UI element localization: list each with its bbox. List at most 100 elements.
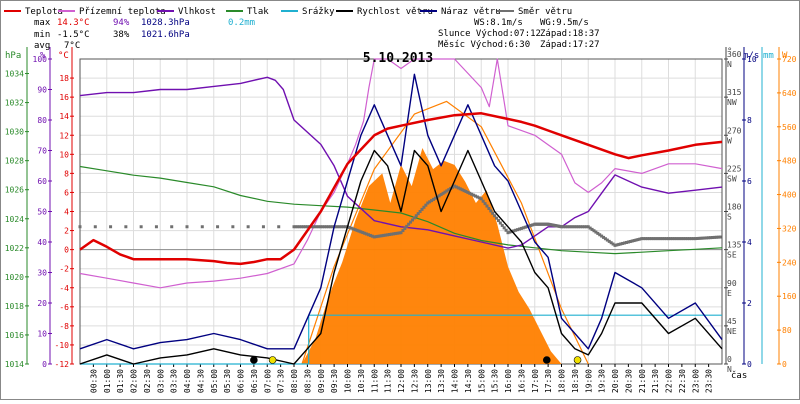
series-point-smer-vetru xyxy=(292,225,296,229)
series-point-smer-vetru xyxy=(592,229,596,233)
series-point-smer-vetru xyxy=(378,234,382,238)
series-point-smer-vetru xyxy=(418,210,422,213)
series-point-smer-vetru xyxy=(676,237,680,241)
series-point-smer-vetru xyxy=(357,229,361,233)
series-point-smer-vetru xyxy=(216,225,220,229)
legend-label-4: Srážky xyxy=(302,7,335,17)
series-point-smer-vetru xyxy=(412,216,416,220)
temperature-tick-label: 8 xyxy=(64,169,69,178)
series-point-smer-vetru xyxy=(403,226,407,230)
series-point-smer-vetru xyxy=(355,228,359,232)
series-point-smer-vetru xyxy=(374,235,378,239)
series-point-smer-vetru xyxy=(527,224,531,228)
series-point-smer-vetru xyxy=(433,196,437,200)
pressure-tick-label: 1018 xyxy=(5,302,24,311)
stats-row-max-rain: 0.2mm xyxy=(228,18,255,28)
series-point-smer-vetru xyxy=(611,242,615,246)
series-area-slunecni-zareni xyxy=(80,148,722,364)
series-point-smer-vetru xyxy=(651,237,655,241)
series-point-smer-vetru xyxy=(401,229,405,233)
stats-block: max 14.3°C 94% 1028.3hPa 0.2mm min -1.5°… xyxy=(34,18,255,51)
unit-cas: čas xyxy=(731,370,747,381)
temperature-tick-label: 14 xyxy=(59,112,69,121)
temperature-tick-label: -4 xyxy=(59,284,69,293)
series-point-smer-vetru xyxy=(496,219,500,223)
x-tick-label: 18:00 xyxy=(558,369,567,393)
series-point-smer-vetru xyxy=(414,214,418,218)
series-point-smer-vetru xyxy=(359,230,363,234)
series-point-smer-vetru xyxy=(462,189,466,193)
series-point-smer-vetru xyxy=(596,231,600,235)
series-point-smer-vetru xyxy=(483,202,487,206)
series-point-smer-vetru xyxy=(454,185,458,189)
series-point-smer-vetru xyxy=(642,237,646,241)
series-point-smer-vetru xyxy=(682,237,686,241)
series-point-smer-vetru xyxy=(485,204,489,208)
stats-row-min-hum: 38% xyxy=(113,30,130,40)
wind-tick-label: 0 xyxy=(747,360,752,369)
series-point-smer-vetru xyxy=(200,225,204,229)
x-tick-label: 03:30 xyxy=(170,369,179,393)
series-point-smer-vetru xyxy=(370,234,374,238)
pressure-tick-label: 1028 xyxy=(5,157,24,166)
solar-tick-label: 80 xyxy=(782,326,792,335)
series-point-smer-vetru xyxy=(519,226,523,230)
series-point-smer-vetru xyxy=(701,236,705,240)
series-point-smer-vetru xyxy=(363,231,367,235)
wind-tick-label: 6 xyxy=(747,177,752,186)
direction-tick-label: 360 xyxy=(727,50,742,59)
series-point-smer-vetru xyxy=(470,192,474,196)
series-point-smer-vetru xyxy=(680,237,684,241)
series-point-smer-vetru xyxy=(489,209,493,213)
series-point-smer-vetru xyxy=(644,237,648,241)
series-point-smer-vetru xyxy=(466,190,470,194)
x-tick-label: 12:00 xyxy=(397,369,406,393)
series-point-smer-vetru xyxy=(516,228,520,232)
series-point-smer-vetru xyxy=(139,225,143,229)
direction-tick-label: 45 xyxy=(727,317,737,326)
series-point-smer-vetru xyxy=(430,199,434,203)
series-point-smer-vetru xyxy=(78,225,82,229)
direction-tick-label: N xyxy=(727,365,732,374)
series-point-smer-vetru xyxy=(376,234,380,238)
info-moon-set: Západ:17:27 xyxy=(540,40,600,50)
series-point-smer-vetru xyxy=(582,225,586,229)
x-tick-label: 07:00 xyxy=(263,369,272,393)
series-point-smer-vetru xyxy=(338,225,342,229)
series-point-smer-vetru xyxy=(474,194,478,198)
pressure-tick-label: 1014 xyxy=(5,360,24,369)
temperature-tick-label: 16 xyxy=(59,93,69,102)
wind-tick-label: 8 xyxy=(747,116,752,125)
series-point-smer-vetru xyxy=(623,241,627,245)
series-point-smer-vetru xyxy=(663,237,667,241)
unit-deg: ° xyxy=(727,47,732,57)
series-point-smer-vetru xyxy=(407,222,411,226)
series-point-smer-vetru xyxy=(428,200,432,204)
series-point-smer-vetru xyxy=(93,225,97,229)
x-tick-label: 06:00 xyxy=(237,369,246,393)
wind-tick-label: 2 xyxy=(747,299,752,308)
series-point-smer-vetru xyxy=(326,225,330,229)
series-point-smer-vetru xyxy=(689,237,693,241)
pressure-tick-label: 1022 xyxy=(5,244,24,253)
series-point-smer-vetru xyxy=(563,225,567,229)
series-point-smer-vetru xyxy=(588,226,592,230)
x-tick-label: 02:00 xyxy=(130,369,139,393)
pressure-tick-label: 1016 xyxy=(5,331,24,340)
series-point-smer-vetru xyxy=(294,225,298,229)
series-point-smer-vetru xyxy=(422,205,426,209)
axes: 1014101610181020102210241026102810301032… xyxy=(5,47,797,393)
info-block: WS:8.1m/s WG:9.5m/s Slunce Východ:07:12 … xyxy=(438,18,600,50)
series-point-smer-vetru xyxy=(640,237,644,241)
series-point-smer-vetru xyxy=(590,227,594,231)
direction-tick-label: N xyxy=(727,60,732,69)
series-point-smer-vetru xyxy=(397,231,401,235)
marker-sunrise xyxy=(268,356,277,364)
solar-tick-label: 240 xyxy=(782,258,797,267)
series-point-smer-vetru xyxy=(351,227,355,231)
series-point-smer-vetru xyxy=(691,237,695,241)
series-point-smer-vetru xyxy=(628,240,632,244)
series-point-smer-vetru xyxy=(382,233,386,237)
series-point-smer-vetru xyxy=(659,237,663,241)
x-tick-label: 21:30 xyxy=(651,369,660,393)
